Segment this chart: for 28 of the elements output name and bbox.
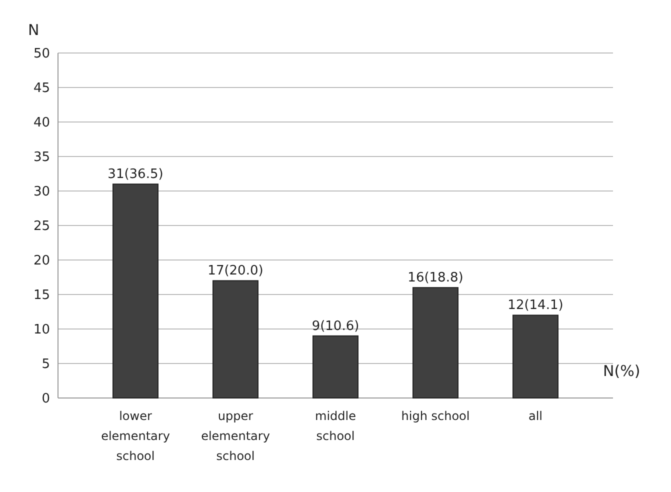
y-tick-label: 45 xyxy=(33,81,50,96)
y-tick-label: 30 xyxy=(33,184,50,200)
data-label: 31(36.5) xyxy=(108,167,164,182)
y-tick-label: 5 xyxy=(42,357,50,372)
bar xyxy=(112,184,158,398)
y-tick-label: 10 xyxy=(33,322,50,338)
x-tick-label: all xyxy=(528,409,543,423)
y-tick-label: 0 xyxy=(42,392,50,407)
y-tick-label: 40 xyxy=(33,116,50,131)
y-axis-title: N xyxy=(28,21,40,39)
y-tick-label: 50 xyxy=(33,46,50,62)
data-label: 9(10.6) xyxy=(312,318,360,334)
bar xyxy=(512,314,558,398)
bar xyxy=(212,280,258,398)
bar xyxy=(312,335,358,398)
x-axis-title: N(%) xyxy=(603,362,640,380)
data-label: 17(20.0) xyxy=(208,264,264,279)
y-tick-label: 25 xyxy=(33,219,50,234)
x-tick-label: upper elementary school xyxy=(201,409,270,463)
x-tick-label: high school xyxy=(401,409,470,423)
y-tick-label: 15 xyxy=(33,288,50,304)
x-tick-label: middle school xyxy=(315,409,356,443)
data-label: 12(14.1) xyxy=(508,298,564,314)
y-tick-label: 20 xyxy=(33,254,50,269)
bar xyxy=(412,287,458,398)
data-label: 16(18.8) xyxy=(408,270,464,286)
x-tick-label: lower elementary school xyxy=(101,409,170,463)
y-tick-label: 35 xyxy=(33,150,50,166)
